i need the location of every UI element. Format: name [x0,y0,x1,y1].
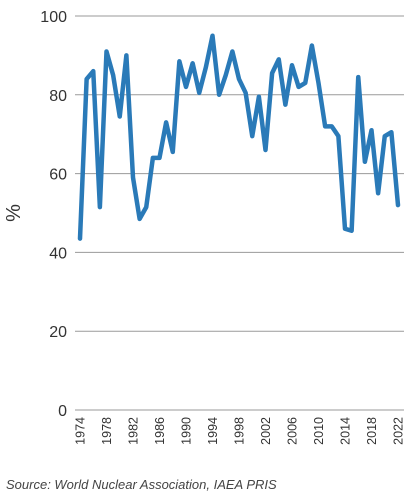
x-tick-2022: 2022 [392,417,406,445]
y-tick-0: 0 [58,403,67,420]
x-tick-1986: 1986 [153,417,167,445]
x-tick-1990: 1990 [180,417,194,445]
x-tick-1974: 1974 [74,417,88,445]
y-tick-labels: 0 20 40 60 80 100 [40,9,67,420]
y-tick-40: 40 [49,245,67,262]
x-tick-2010: 2010 [312,417,326,445]
y-tick-60: 60 [49,167,67,184]
y-axis-label: % [3,204,25,222]
series-line [77,33,401,241]
x-tick-1998: 1998 [233,417,247,445]
source-note: Source: World Nuclear Association, IAEA … [6,477,277,492]
x-tick-labels: 1974 1978 1982 1986 1990 1994 1998 2002 2006 2010… [74,417,406,445]
x-tick-1994: 1994 [206,417,220,445]
x-tick-2006: 2006 [286,417,300,445]
x-tick-2014: 2014 [339,417,353,445]
y-tick-100: 100 [40,9,67,26]
x-tick-2018: 2018 [365,417,379,445]
y-tick-20: 20 [49,324,67,341]
x-tick-1982: 1982 [127,417,141,445]
x-tick-1978: 1978 [100,417,114,445]
y-tick-80: 80 [49,88,67,105]
x-tick-2002: 2002 [259,417,273,445]
